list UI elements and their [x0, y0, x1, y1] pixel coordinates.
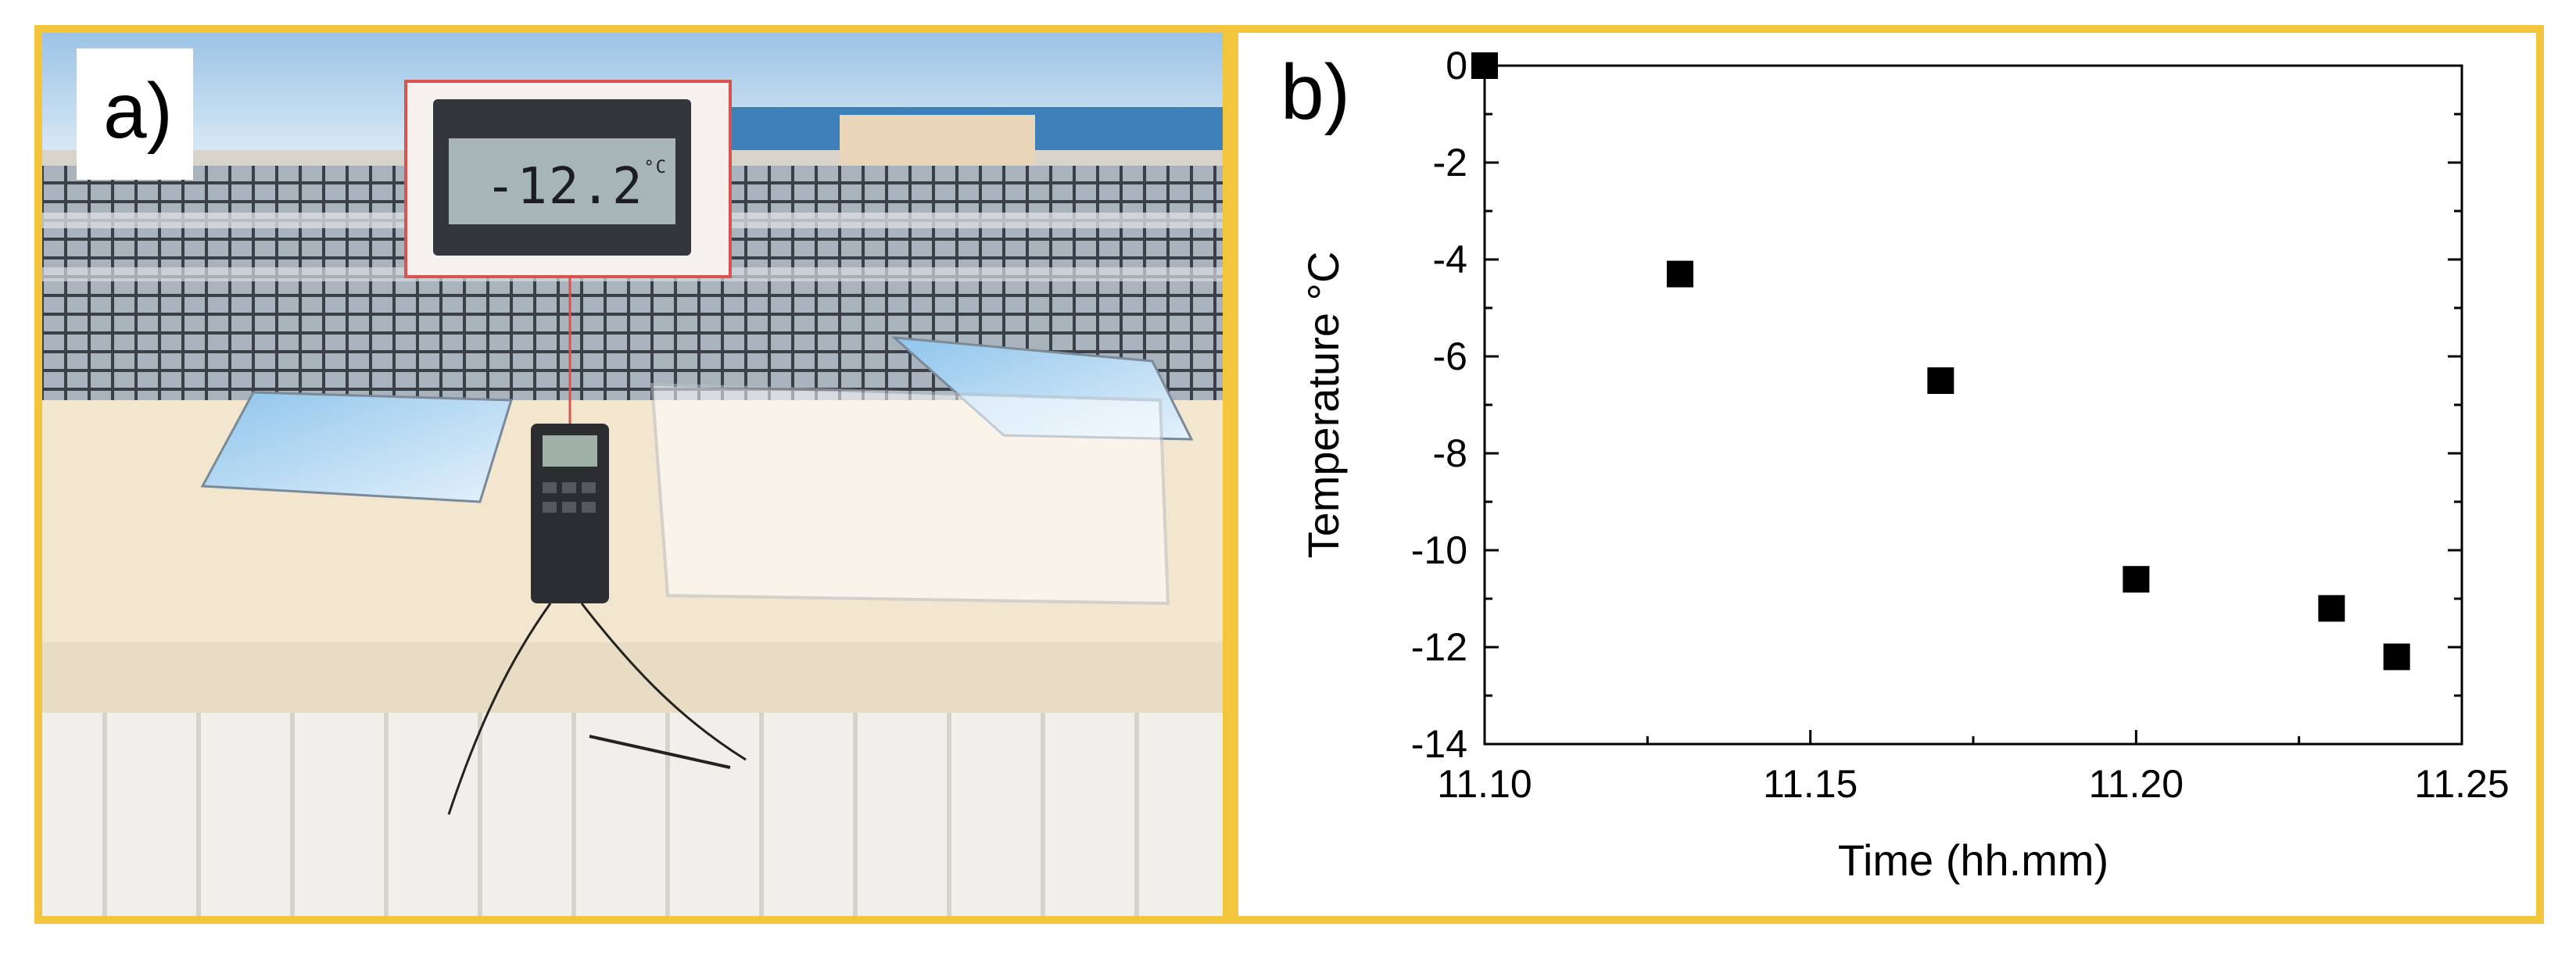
plot-frame: [1483, 64, 2463, 746]
y-tick-label: -4: [1433, 238, 1467, 281]
corrugated-wall: [42, 713, 1223, 916]
data-point: [2318, 595, 2345, 622]
data-points: [1471, 52, 2410, 671]
photo-panel: a) -12.2°C: [34, 25, 1231, 924]
inset-lcd: [449, 138, 675, 224]
x-tick-label: 11.20: [2089, 762, 2184, 806]
plot-area: [1483, 64, 2463, 746]
y-axis-ticks: 0 -2 -4 -6 -8 -10 -12 -14: [1411, 44, 2462, 766]
data-point: [1927, 367, 1954, 394]
transparent-box: [650, 382, 1170, 606]
x-tick-label: 11.25: [2414, 762, 2509, 806]
data-point: [1667, 260, 1693, 288]
y-tick-label: -14: [1411, 722, 1467, 766]
y-tick-label: -6: [1433, 335, 1467, 378]
thermocouple-wire: [447, 603, 552, 815]
y-tick-label: -10: [1411, 528, 1467, 572]
data-point: [1471, 52, 1498, 79]
panel-label-a: a): [77, 48, 193, 180]
data-point: [2383, 643, 2410, 671]
y-axis-label: Temperature °C: [1299, 252, 1348, 559]
rooftop-setup-photo: [42, 33, 1223, 916]
data-point: [2123, 566, 2150, 593]
meter-display-value: -12.2: [485, 158, 644, 216]
x-axis-ticks: 11.10 11.15 11.20 11.25: [1437, 730, 2510, 806]
x-axis-label: Time (hh.mm): [1838, 836, 2108, 885]
meter-display-unit: °C: [643, 158, 668, 177]
y-tick-label: 0: [1446, 44, 1467, 88]
thermometer-device: [531, 424, 609, 603]
panel-label-b: b): [1281, 48, 1350, 136]
chart-panel: b) 11.10 11.15 11.20 11.25 0 -2 -4 -6 -8 -10 -12 -…: [1231, 25, 2544, 924]
y-tick-label: -2: [1433, 141, 1467, 184]
y-tick-label: -8: [1433, 431, 1467, 475]
reflective-panel-left: [200, 391, 514, 503]
temperature-chart: 11.10 11.15 11.20 11.25 0-2-4-6-8-10-12-14 …: [1299, 44, 2510, 885]
meter-display-reading: -12.2°C: [464, 158, 668, 216]
x-tick-label: 11.10: [1437, 762, 1532, 806]
x-tick-label: 11.15: [1763, 762, 1858, 806]
y-tick-label: -12: [1411, 625, 1467, 669]
